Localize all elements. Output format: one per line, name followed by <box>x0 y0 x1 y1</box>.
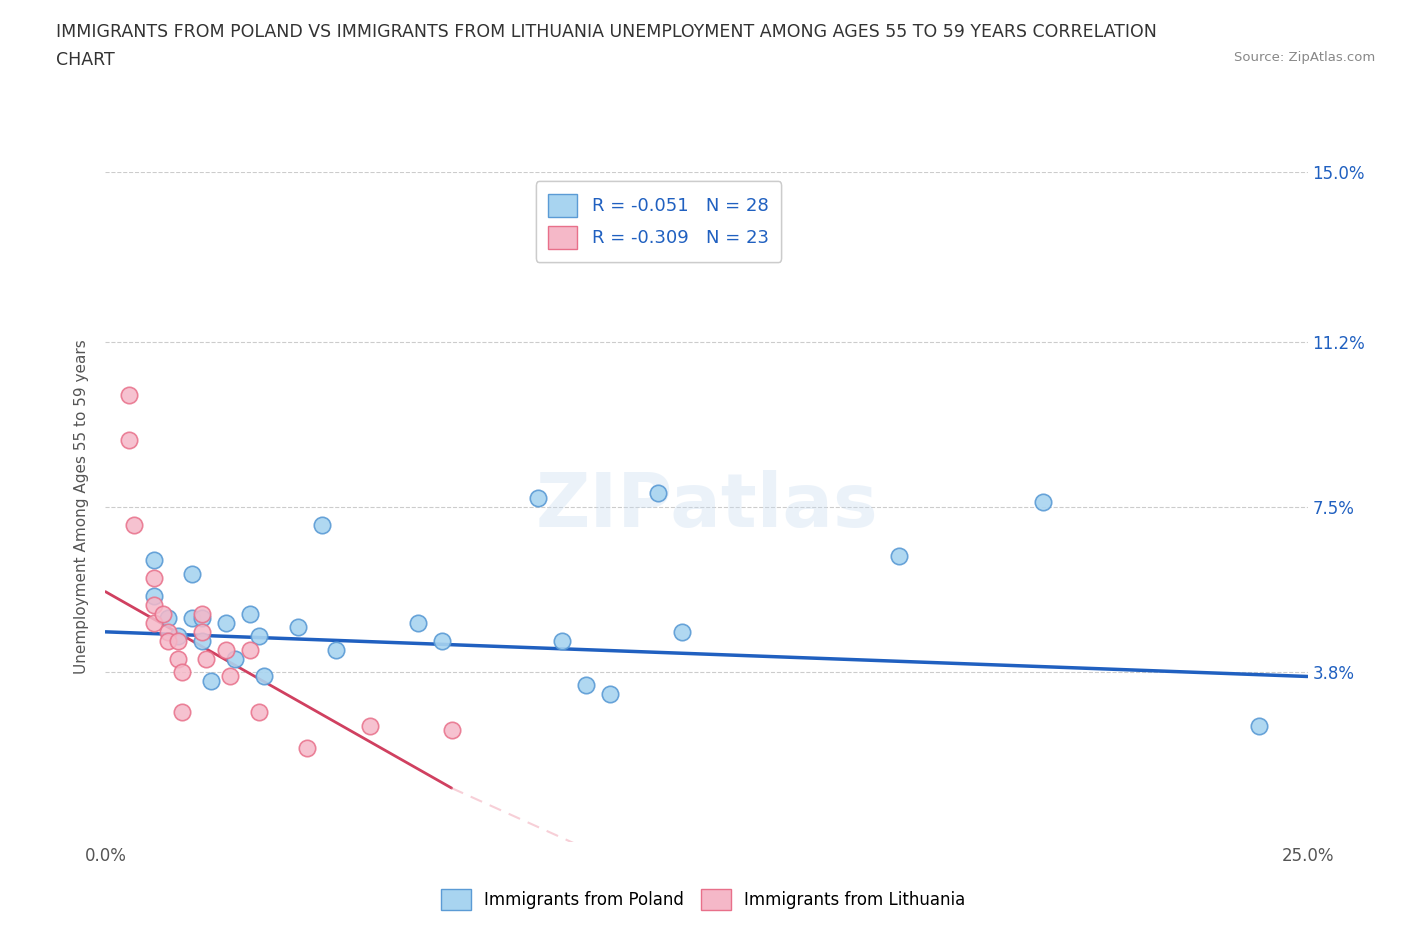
Point <box>551 633 574 648</box>
Point <box>325 643 347 658</box>
Point <box>190 606 212 621</box>
Point <box>181 611 204 626</box>
Point <box>156 633 179 648</box>
Point <box>219 669 242 684</box>
Point <box>142 598 165 613</box>
Point <box>172 665 194 680</box>
Y-axis label: Unemployment Among Ages 55 to 59 years: Unemployment Among Ages 55 to 59 years <box>75 339 90 674</box>
Point <box>118 388 141 403</box>
Point <box>440 723 463 737</box>
Point <box>118 432 141 447</box>
Point <box>287 620 309 635</box>
Point <box>430 633 453 648</box>
Point <box>181 566 204 581</box>
Text: IMMIGRANTS FROM POLAND VS IMMIGRANTS FROM LITHUANIA UNEMPLOYMENT AMONG AGES 55 T: IMMIGRANTS FROM POLAND VS IMMIGRANTS FRO… <box>56 23 1157 41</box>
Point <box>247 705 270 720</box>
Point <box>142 553 165 568</box>
Text: CHART: CHART <box>56 51 115 69</box>
Point <box>311 517 333 532</box>
Point <box>172 705 194 720</box>
Point <box>142 571 165 586</box>
Point <box>239 606 262 621</box>
Point <box>406 616 429 631</box>
Point <box>152 606 174 621</box>
Point <box>190 611 212 626</box>
Point <box>214 616 236 631</box>
Legend: R = -0.051   N = 28, R = -0.309   N = 23: R = -0.051 N = 28, R = -0.309 N = 23 <box>536 181 782 261</box>
Point <box>190 624 212 639</box>
Point <box>195 651 218 666</box>
Point <box>247 629 270 644</box>
Point <box>142 589 165 604</box>
Text: ZIPatlas: ZIPatlas <box>536 471 877 543</box>
Point <box>156 624 179 639</box>
Point <box>599 687 621 702</box>
Point <box>527 490 550 505</box>
Point <box>156 611 179 626</box>
Point <box>253 669 276 684</box>
Text: Source: ZipAtlas.com: Source: ZipAtlas.com <box>1234 51 1375 64</box>
Point <box>200 673 222 688</box>
Point <box>1249 718 1271 733</box>
Point <box>671 624 693 639</box>
Point <box>142 616 165 631</box>
Point <box>166 633 188 648</box>
Point <box>166 651 188 666</box>
Point <box>124 517 146 532</box>
Point <box>1032 495 1054 510</box>
Point <box>887 549 910 564</box>
Point <box>297 740 319 755</box>
Point <box>224 651 246 666</box>
Point <box>214 643 236 658</box>
Point <box>190 633 212 648</box>
Legend: Immigrants from Poland, Immigrants from Lithuania: Immigrants from Poland, Immigrants from … <box>434 883 972 917</box>
Point <box>239 643 262 658</box>
Point <box>647 486 669 501</box>
Point <box>166 629 188 644</box>
Point <box>359 718 381 733</box>
Point <box>575 678 598 693</box>
